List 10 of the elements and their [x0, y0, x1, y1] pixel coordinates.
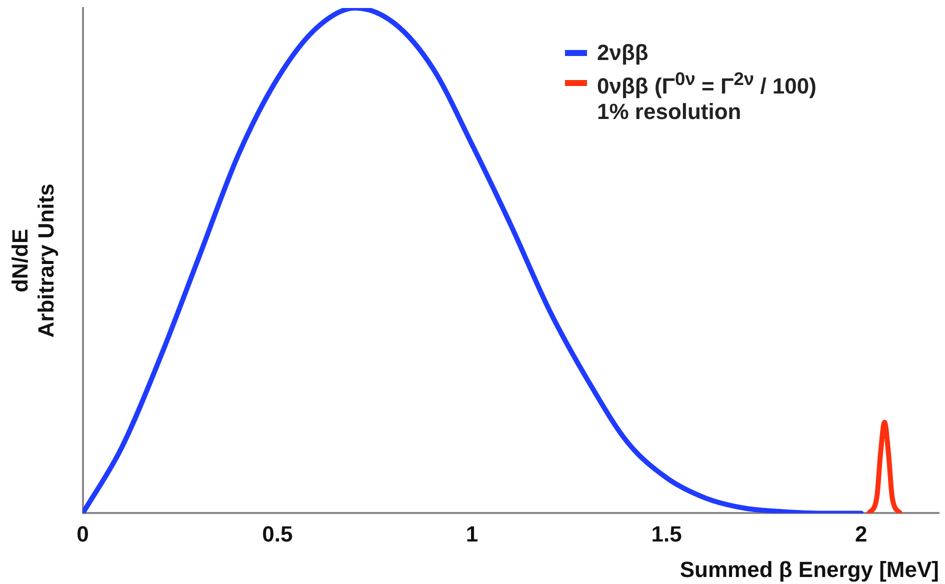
x-tick-label: 0.5 — [262, 521, 293, 546]
x-tick-label: 1.5 — [651, 521, 682, 546]
legend-label: 2νββ — [597, 40, 648, 66]
annotation: 1% resolution — [596, 99, 742, 126]
legend-label: 0νββ (Γ$^{0ν}$ = Γ$^{2ν}$ / 100) — [597, 67, 816, 100]
x-tick-label: 1 — [466, 521, 478, 546]
y-axis-title: dN/dE Arbitrary Units — [7, 184, 59, 338]
x-tick-label: 0 — [76, 521, 89, 546]
x-tick-label: 2 — [855, 521, 868, 546]
x-axis-title: Summed β Energy [MeV] — [680, 556, 939, 582]
